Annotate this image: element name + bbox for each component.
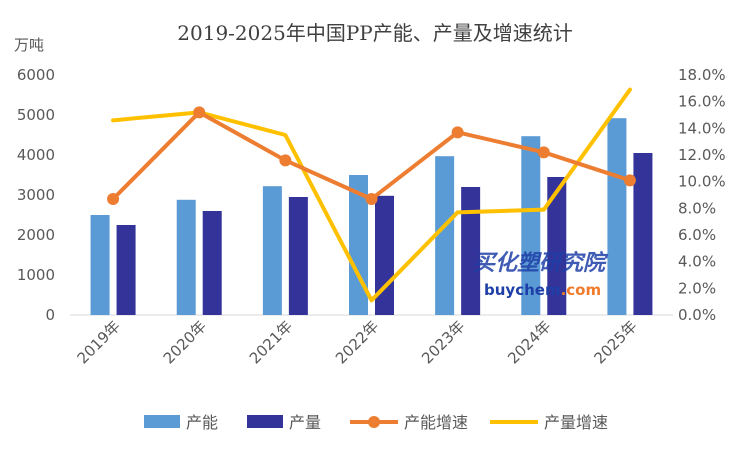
- bar-output: [116, 225, 136, 315]
- capacity-growth-marker: [537, 146, 550, 159]
- bar-series-group: [90, 118, 653, 315]
- y2-axis-tick-label: 8.0%: [678, 199, 716, 217]
- bar-output: [547, 177, 567, 315]
- y2-axis-tick-label: 14.0%: [678, 119, 726, 137]
- legend-label: 产能增速: [404, 413, 468, 432]
- watermark-url: buychem.com: [484, 281, 601, 299]
- y2-axis-tick-label: 18.0%: [678, 66, 726, 84]
- y-axis-tick-label: 5000: [17, 106, 55, 124]
- y-axis-tick-label: 4000: [17, 146, 55, 164]
- bar-capacity: [521, 136, 541, 315]
- capacity-growth-marker: [365, 193, 378, 205]
- bar-output: [375, 195, 394, 315]
- y-axis-tick-label: 0: [45, 306, 55, 324]
- bar-output: [633, 153, 653, 315]
- bar-output: [461, 187, 481, 315]
- x-axis-tick-label: 2024年: [504, 317, 554, 367]
- y-axis-tick-label: 2000: [17, 226, 55, 244]
- y2-axis-tick-label: 6.0%: [678, 226, 716, 244]
- watermark-logo: 买化塑研究院 buychem.com: [473, 250, 609, 299]
- y-axis-unit-label: 万吨: [14, 36, 44, 54]
- watermark-text: 买化塑研究院: [473, 250, 609, 276]
- y-axis-tick-label: 6000: [17, 66, 55, 84]
- line-series-group: [107, 87, 636, 303]
- y2-axis-tick-label: 2.0%: [678, 279, 716, 297]
- bar-capacity: [435, 156, 455, 315]
- x-axis-tick-label: 2025年: [590, 317, 640, 367]
- y-axis-tick-label: 3000: [17, 186, 55, 204]
- legend-swatch: [247, 415, 283, 428]
- x-axis-tick-label: 2019年: [74, 317, 124, 367]
- legend-label: 产量: [289, 413, 321, 432]
- chart-title: 2019-2025年中国PP产能、产量及增速统计: [177, 21, 572, 45]
- y2-axis-tick-label: 0.0%: [678, 306, 716, 324]
- capacity-growth-marker: [279, 154, 292, 167]
- bar-capacity: [90, 215, 110, 315]
- capacity-growth-marker: [623, 174, 636, 187]
- legend-swatch: [144, 415, 180, 428]
- watermark-url-domain: .com: [561, 281, 602, 299]
- capacity-growth-marker: [193, 106, 206, 119]
- bar-capacity: [349, 175, 368, 315]
- x-axis-tick-label: 2021年: [246, 317, 296, 367]
- x-axis-tick-label: 2020年: [160, 317, 210, 367]
- y2-axis-tick-label: 12.0%: [678, 146, 726, 164]
- legend-marker: [368, 416, 380, 428]
- bar-output: [288, 197, 308, 315]
- capacity-growth-marker: [107, 193, 120, 205]
- bar-capacity: [176, 199, 196, 315]
- y2-axis-tick-label: 16.0%: [678, 93, 726, 111]
- bar-capacity: [607, 118, 627, 315]
- bar-capacity: [262, 186, 282, 315]
- legend: 产能 产量 产能增速 产量增速: [144, 413, 608, 432]
- watermark-url-main: buychem: [484, 281, 561, 299]
- capacity-growth-marker: [451, 126, 464, 139]
- x-axis-tick-label: 2022年: [332, 317, 382, 367]
- legend-label: 产能: [186, 413, 218, 432]
- x-axis-tick-label: 2023年: [418, 317, 468, 367]
- y2-axis-tick-label: 10.0%: [678, 173, 726, 191]
- legend-label: 产量增速: [544, 413, 608, 432]
- bar-output: [202, 211, 222, 315]
- y-axis-tick-label: 1000: [17, 266, 55, 284]
- y2-axis-tick-label: 4.0%: [678, 253, 716, 271]
